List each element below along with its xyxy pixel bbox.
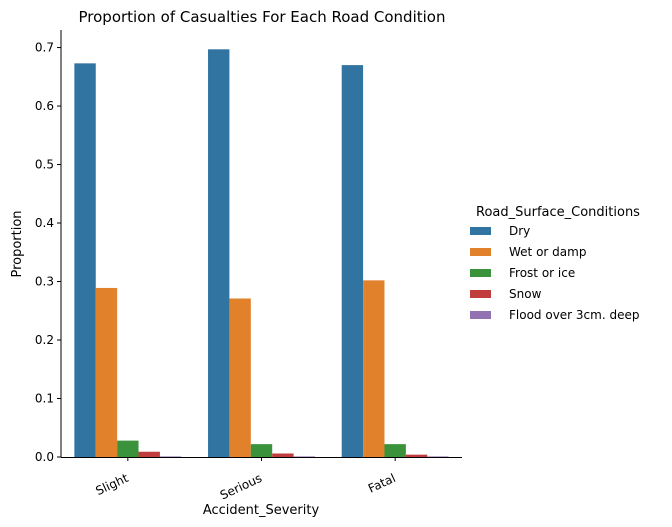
bar-dry-fatal (341, 65, 364, 457)
y-tick-label: 0.5 (35, 158, 54, 172)
y-tick-label: 0.7 (35, 41, 54, 55)
bar-frost-or-ice-serious (250, 444, 273, 457)
bar-snow-serious (272, 453, 294, 457)
x-axis: Slight Serious Fatal (93, 457, 398, 502)
legend-swatch (470, 248, 491, 256)
legend: Road_Surface_Conditions Dry Wet or damp Fr… (470, 205, 640, 322)
legend-label: Wet or damp (509, 245, 586, 259)
bar-dry-slight (74, 63, 96, 458)
x-axis-label: Accident_Severity (203, 503, 320, 518)
y-tick-label: 0.0 (35, 450, 54, 464)
y-tick-label: 0.3 (35, 275, 54, 289)
legend-title: Road_Surface_Conditions (476, 205, 640, 220)
legend-label: Snow (509, 287, 542, 301)
y-tick-label: 0.1 (35, 392, 54, 406)
bar-dry-serious (208, 49, 230, 458)
bar-snow-slight (138, 451, 160, 457)
legend-swatch (470, 311, 491, 319)
bar-wet-or-damp-serious (229, 298, 251, 457)
bar-flood-over-3cm-deep-serious (293, 456, 315, 457)
chart-title: Proportion of Casualties For Each Road C… (79, 8, 446, 26)
bar-snow-fatal (405, 454, 428, 457)
y-tick-label: 0.2 (35, 333, 54, 347)
bar-wet-or-damp-slight (95, 287, 118, 457)
bars (74, 49, 449, 458)
legend-swatch (470, 227, 491, 235)
y-axis-label: Proportion (10, 210, 25, 277)
legend-label: Frost or ice (509, 266, 575, 280)
legend-label: Dry (509, 224, 530, 238)
x-tick-label: Slight (93, 471, 130, 498)
legend-label: Flood over 3cm. deep (509, 308, 639, 322)
y-tick-label: 0.6 (35, 99, 54, 113)
x-tick-label: Serious (218, 471, 264, 502)
bar-flood-over-3cm-deep-slight (159, 456, 182, 457)
bar-frost-or-ice-fatal (384, 444, 406, 457)
legend-swatch (470, 290, 491, 298)
y-axis: 0.0 0.1 0.2 0.3 0.4 0.5 0.6 0.7 (35, 41, 61, 464)
legend-swatch (470, 269, 491, 277)
y-tick-label: 0.4 (35, 216, 54, 230)
bar-wet-or-damp-fatal (363, 280, 385, 457)
bar-frost-or-ice-slight (117, 440, 139, 457)
x-tick-label: Fatal (366, 471, 398, 496)
bar-flood-over-3cm-deep-fatal (427, 456, 449, 457)
